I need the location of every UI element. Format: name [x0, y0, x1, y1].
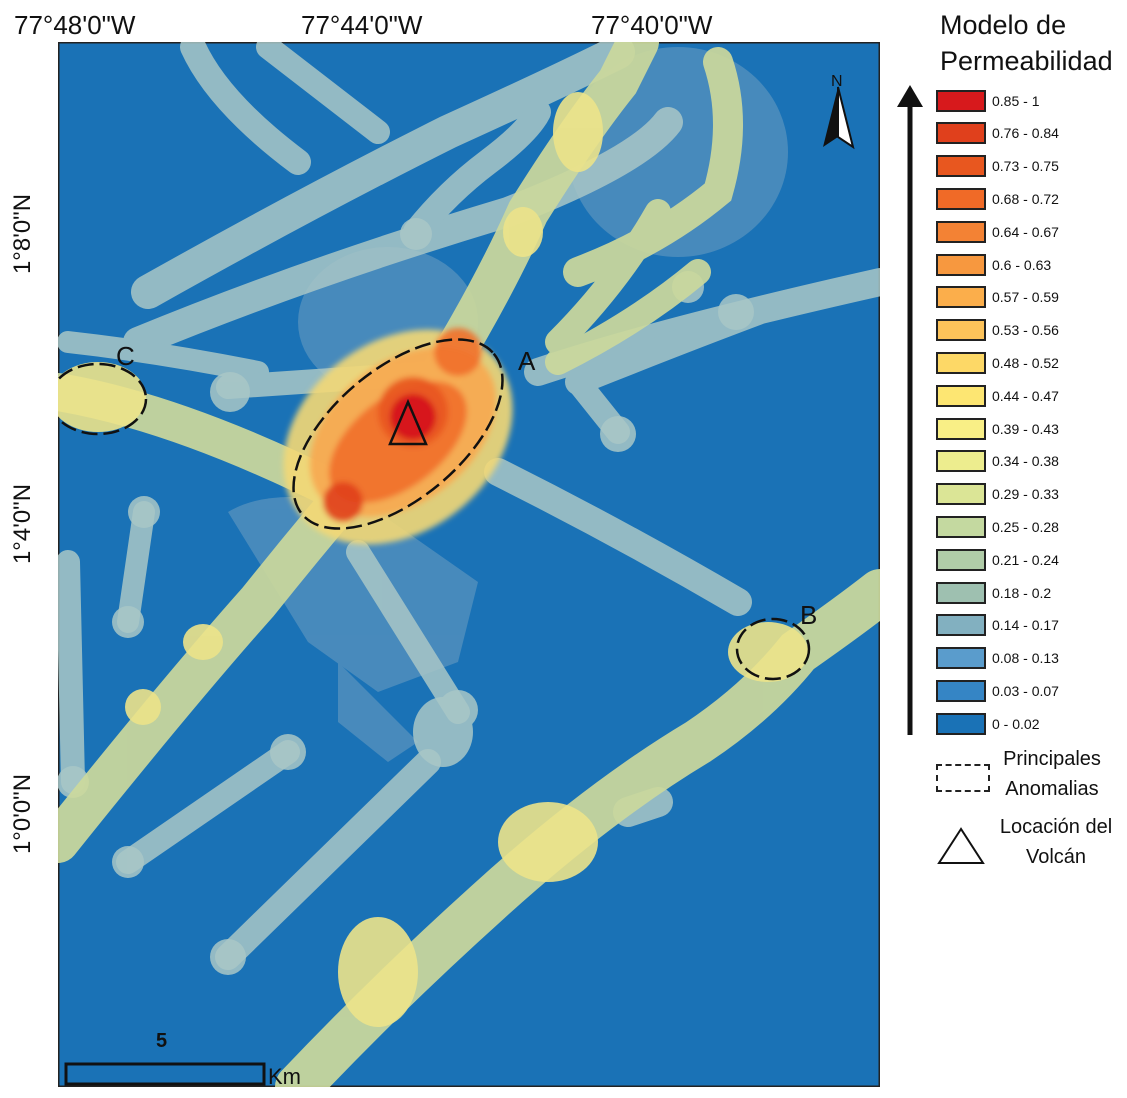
legend-row: 0.68 - 0.72 — [936, 186, 1059, 211]
volcano-legend-icon — [937, 827, 985, 864]
legend-row: 0.08 - 0.13 — [936, 646, 1059, 671]
legend-label: 0.64 - 0.67 — [992, 223, 1059, 240]
anomaly-a-outline — [292, 338, 504, 530]
legend-label: 0.08 - 0.13 — [992, 650, 1059, 667]
legend-label: 0.29 - 0.33 — [992, 486, 1059, 503]
anomaly-label-a: A — [518, 346, 536, 376]
legend-row: 0.18 - 0.2 — [936, 580, 1051, 605]
scale-unit: Km — [268, 1064, 301, 1087]
legend-label: 0.21 - 0.24 — [992, 551, 1059, 568]
volcano-legend-line1: Locación del — [999, 816, 1113, 838]
legend-label: 0 - 0.02 — [992, 715, 1040, 732]
legend-row: 0.39 - 0.43 — [936, 416, 1059, 441]
longitude-label-2: 77°44'0"W — [301, 10, 423, 40]
legend-swatch — [936, 220, 986, 243]
anomaly-legend-symbol — [936, 764, 990, 792]
longitude-label-3: 77°40'0"W — [591, 10, 713, 40]
legend-label: 0.44 - 0.47 — [992, 387, 1059, 404]
legend-row: 0.14 - 0.17 — [936, 613, 1059, 638]
legend-row: 0.44 - 0.47 — [936, 383, 1059, 408]
legend-row: 0 - 0.02 — [936, 711, 1039, 736]
legend-row: 0.76 - 0.84 — [936, 121, 1059, 146]
legend-swatch — [936, 548, 986, 571]
legend-row: 0.25 - 0.28 — [936, 514, 1059, 539]
legend-label: 0.68 - 0.72 — [992, 190, 1059, 207]
legend-row: 0.57 - 0.59 — [936, 285, 1059, 310]
legend-swatch — [936, 122, 986, 145]
latitude-label-1: 1°8'0"N — [9, 193, 36, 275]
legend-label: 0.85 - 1 — [992, 92, 1040, 109]
longitude-label-1: 77°48'0"W — [14, 10, 136, 40]
legend-label: 0.18 - 0.2 — [992, 584, 1052, 601]
north-arrow-icon — [823, 86, 855, 150]
permeability-map: A B C N 5 Km — [58, 42, 880, 1087]
legend-row: 0.53 - 0.56 — [936, 318, 1059, 343]
legend-swatch — [936, 253, 986, 276]
legend-row: 0.85 - 1 — [936, 88, 1039, 113]
anomaly-label-b: B — [800, 600, 817, 630]
legend-swatch — [936, 450, 986, 473]
anomalies-legend-line2: Anomalias — [1005, 778, 1099, 800]
legend-label: 0.14 - 0.17 — [992, 617, 1059, 634]
mid-patches — [58, 92, 808, 1027]
legend-swatch — [936, 712, 986, 735]
legend-row: 0.48 - 0.52 — [936, 350, 1059, 375]
legend-row: 0.03 - 0.07 — [936, 678, 1059, 703]
legend-swatch — [936, 515, 986, 538]
latitude-label-2: 1°4'0"N — [9, 483, 36, 565]
north-label: N — [831, 73, 843, 90]
legend-swatch — [936, 351, 986, 374]
legend-label: 0.25 - 0.28 — [992, 518, 1059, 535]
legend-swatch — [936, 319, 986, 342]
anomaly-outlines — [58, 338, 811, 681]
legend-swatch — [936, 89, 986, 112]
legend-row: 0.73 - 0.75 — [936, 154, 1059, 179]
legend-label: 0.34 - 0.38 — [992, 453, 1059, 470]
legend-label: 0.76 - 0.84 — [992, 125, 1059, 142]
anomaly-c-outline — [58, 362, 148, 436]
legend-swatch — [936, 647, 986, 670]
increase-arrow-icon — [897, 85, 923, 735]
legend-swatch — [936, 614, 986, 637]
legend-title-line1: Modelo de — [940, 10, 1067, 40]
legend-label: 0.73 - 0.75 — [992, 158, 1059, 175]
legend-title-line2: Permeabilidad — [940, 46, 1113, 76]
latitude-label-3: 1°0'0"N — [9, 773, 36, 855]
legend-label: 0.03 - 0.07 — [992, 682, 1059, 699]
legend-swatch — [936, 679, 986, 702]
legend-swatch — [936, 187, 986, 210]
legend-label: 0.48 - 0.52 — [992, 354, 1059, 371]
anomaly-b-outline — [735, 617, 811, 681]
legend-swatch — [936, 483, 986, 506]
legend-label: 0.57 - 0.59 — [992, 289, 1059, 306]
legend-swatch — [936, 155, 986, 178]
legend-swatch — [936, 581, 986, 604]
anomalies-legend-line1: Principales — [1003, 748, 1101, 770]
legend-label: 0.6 - 0.63 — [992, 256, 1052, 273]
legend-row: 0.21 - 0.24 — [936, 547, 1059, 572]
legend-swatch — [936, 417, 986, 440]
legend-swatch — [936, 286, 986, 309]
scale-bar — [64, 1062, 266, 1086]
legend-label: 0.39 - 0.43 — [992, 420, 1059, 437]
anomaly-label-c: C — [116, 341, 135, 371]
low-lineaments — [58, 42, 880, 970]
volcano-legend-line2: Volcán — [1025, 846, 1087, 868]
legend-row: 0.34 - 0.38 — [936, 449, 1059, 474]
scale-value: 5 — [156, 1030, 167, 1052]
legend-swatch — [936, 384, 986, 407]
legend-row: 0.29 - 0.33 — [936, 482, 1059, 507]
legend-row: 0.64 - 0.67 — [936, 219, 1059, 244]
legend-row: 0.6 - 0.63 — [936, 252, 1051, 277]
legend-label: 0.53 - 0.56 — [992, 322, 1059, 339]
volcano-triangle — [388, 398, 428, 446]
low-nodes — [58, 218, 754, 975]
